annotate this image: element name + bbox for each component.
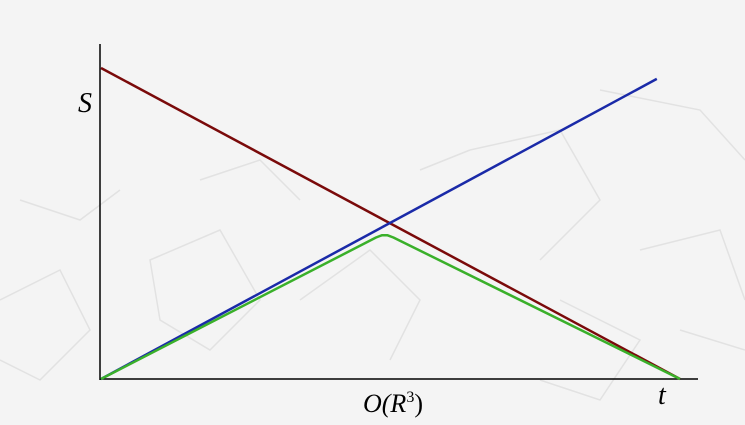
series-line-minimum <box>100 234 681 381</box>
y-axis-label: S <box>78 88 92 119</box>
series-line-increasing <box>100 77 658 381</box>
x-tick-label: O(R3) <box>363 389 423 418</box>
x-axis-label: t <box>658 380 667 411</box>
